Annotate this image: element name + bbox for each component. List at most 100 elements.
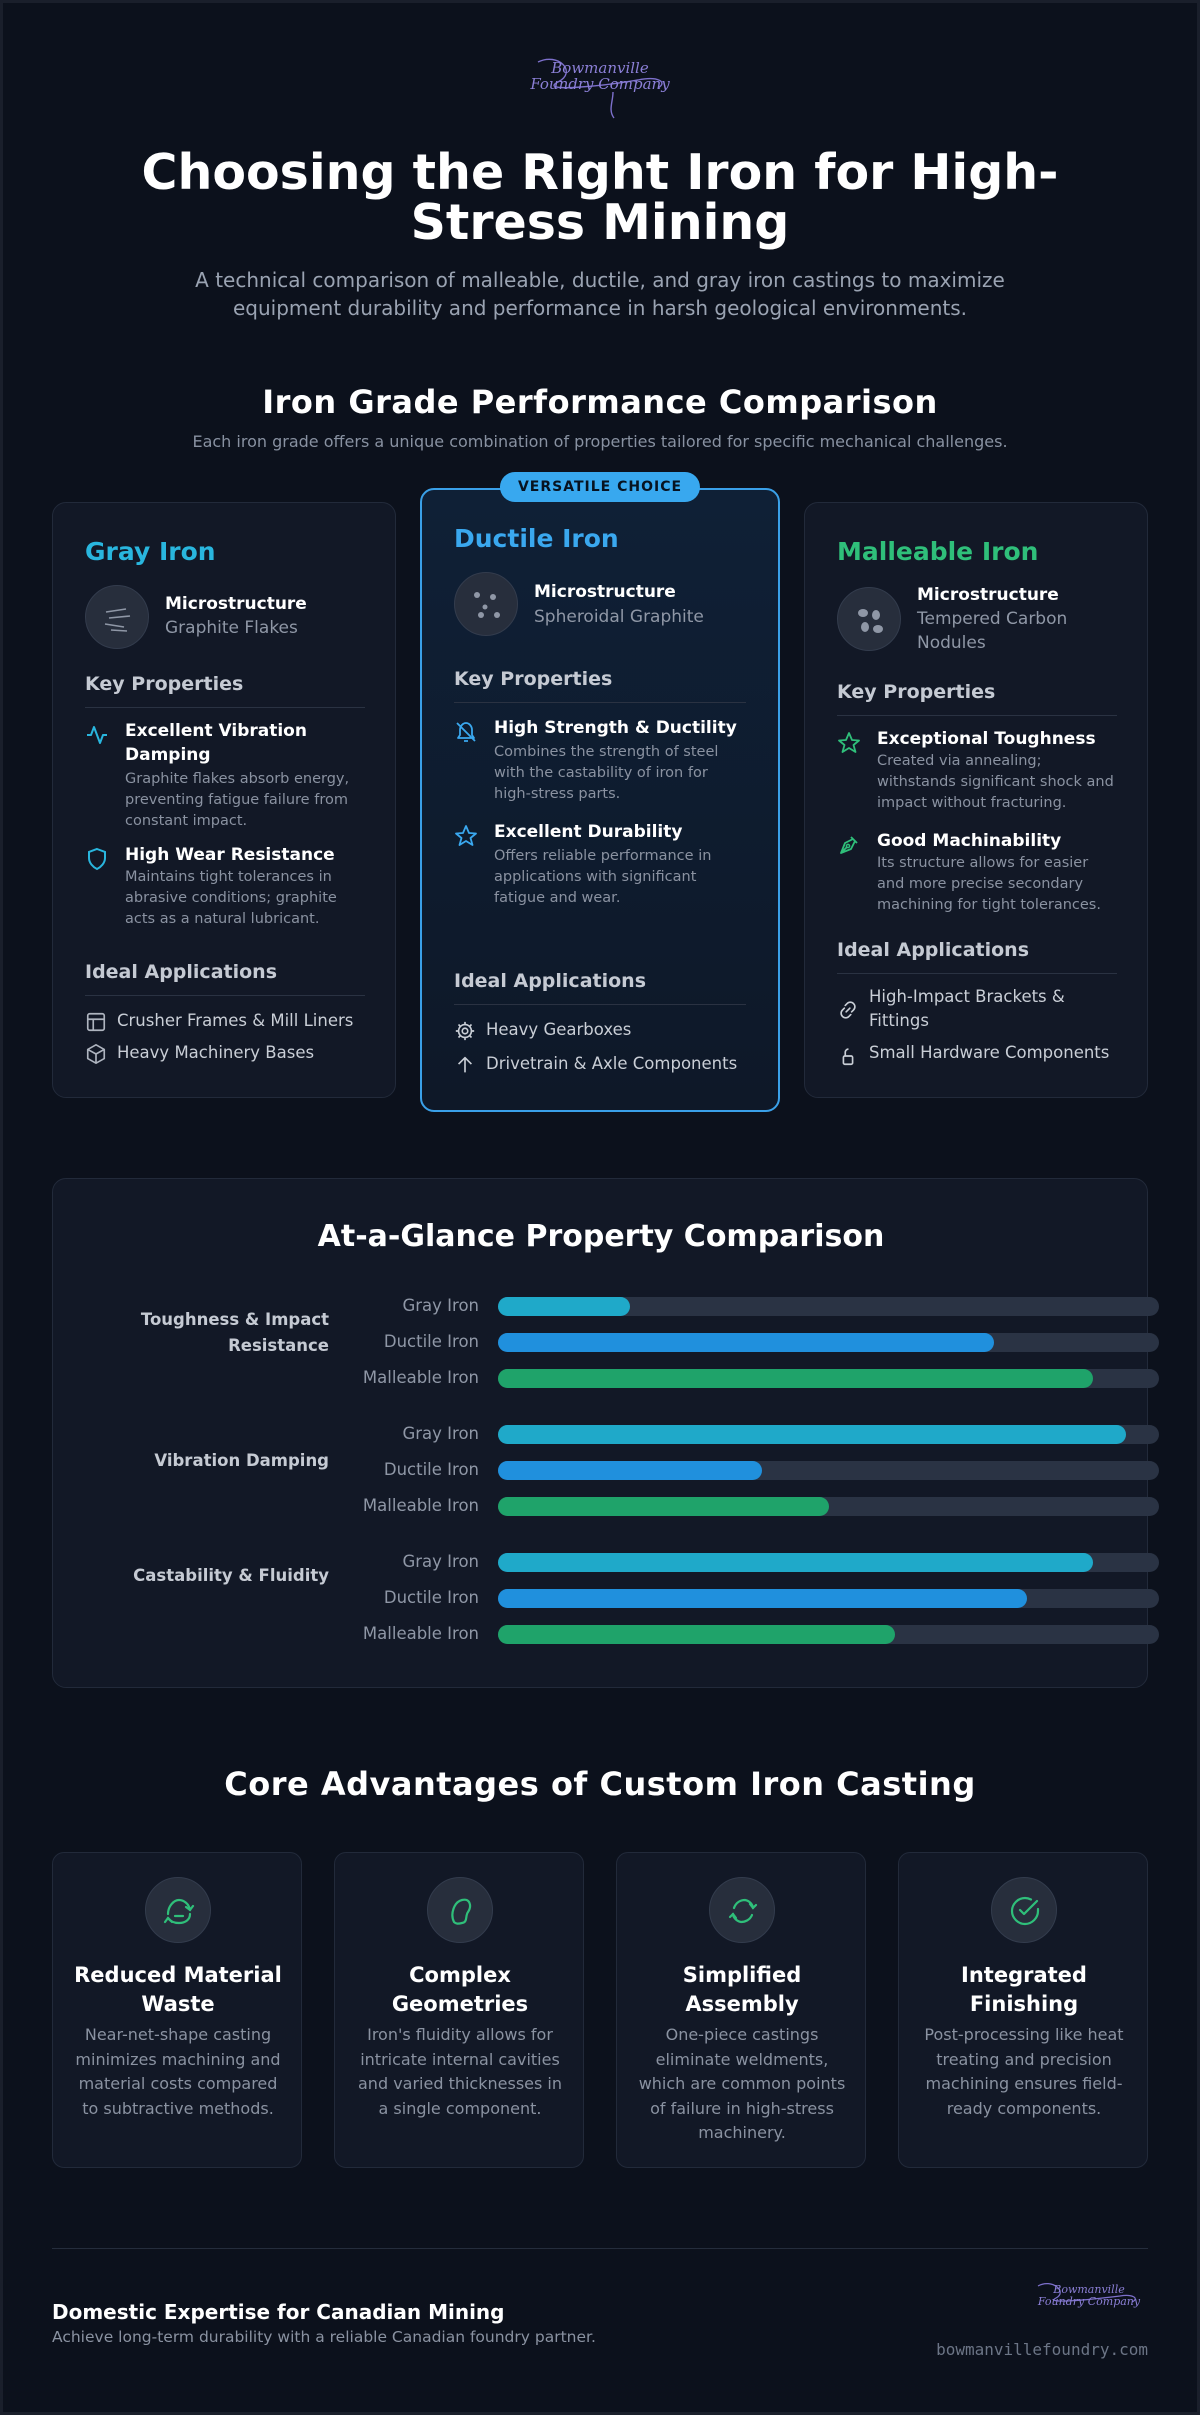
- bar-fill: [498, 1297, 631, 1316]
- divider: [454, 702, 746, 703]
- star-icon: [455, 825, 477, 846]
- applications-heading: Ideal Applications: [85, 961, 278, 983]
- card-title: Ductile Iron: [454, 524, 619, 553]
- bar-track: [498, 1333, 1159, 1352]
- bar-series-label: Gray Iron: [402, 1552, 479, 1571]
- footer-logo-text: Bowmanville Foundry Company: [1037, 2283, 1141, 2308]
- bar-track: [498, 1425, 1159, 1444]
- comparison-subtitle: Each iron grade offers a unique combinat…: [192, 432, 1008, 451]
- microstructure-value: Tempered Carbon Nodules: [917, 609, 1068, 653]
- bar-series-label: Gray Iron: [402, 1424, 479, 1443]
- key-properties-heading: Key Properties: [454, 668, 613, 690]
- key-properties-heading: Key Properties: [837, 681, 996, 703]
- arrow-up-icon: [457, 1056, 473, 1073]
- bar-track: [498, 1369, 1159, 1388]
- bar-series-label: Ductile Iron: [383, 1332, 479, 1351]
- versatile-badge: VERSATILE CHOICE: [499, 472, 701, 502]
- pen-tool-icon: [840, 836, 858, 854]
- divider: [85, 707, 365, 708]
- check-circle-icon: [991, 1877, 1057, 1943]
- divider: [837, 715, 1117, 716]
- microstructure-value: Graphite Flakes: [165, 618, 298, 638]
- property-title: Excellent Vibration Damping: [125, 721, 307, 765]
- microstructure-icon: [454, 572, 518, 636]
- shape-icon: [427, 1877, 493, 1943]
- advantage-title: Reduced Material Waste: [74, 1963, 282, 2016]
- card-malleable-iron: Malleable Iron Microstructure Tempered C…: [804, 502, 1148, 1098]
- star-icon: [838, 732, 860, 753]
- link-icon: [840, 1001, 856, 1019]
- bar-series-label: Malleable Iron: [362, 1496, 479, 1515]
- property-title: Exceptional Toughness: [877, 729, 1096, 749]
- advantages-title: Core Advantages of Custom Iron Casting: [224, 1765, 976, 1803]
- application-item: Small Hardware Components: [869, 1043, 1110, 1062]
- footer-divider: [52, 2248, 1148, 2249]
- advantage-desc: Iron's fluidity allows for intricate int…: [358, 2025, 562, 2118]
- footer-url[interactable]: bowmanvillefoundry.com: [936, 2340, 1148, 2359]
- bar-fill: [498, 1589, 1027, 1608]
- application-item: Crusher Frames & Mill Liners: [117, 1011, 354, 1030]
- comparison-title: Iron Grade Performance Comparison: [262, 383, 938, 421]
- bell-off-icon: [456, 722, 476, 742]
- property-desc: Combines the strength of steel with the …: [494, 744, 719, 802]
- bar-track: [498, 1497, 1159, 1516]
- layout-icon: [86, 1012, 106, 1032]
- foundry-logo: [537, 58, 663, 119]
- card-title: Gray Iron: [85, 537, 216, 566]
- footer-title: Domestic Expertise for Canadian Mining: [52, 2300, 505, 2324]
- application-item: High-Impact Brackets & Fittings: [869, 987, 1065, 1030]
- property-desc: Offers reliable performance in applicati…: [494, 848, 712, 906]
- bar-series-label: Ductile Iron: [383, 1460, 479, 1479]
- divider: [837, 973, 1117, 974]
- advantage-card: Reduced Material Waste Near-net-shape ca…: [52, 1852, 302, 2168]
- microstructure-icon: [837, 587, 901, 651]
- logo-text: Bowmanville Foundry Company: [530, 59, 670, 93]
- card-ductile-iron: VERSATILE CHOICE Ductile Iron Microstruc…: [420, 472, 780, 1112]
- property-title: Good Machinability: [877, 831, 1062, 851]
- application-item: Heavy Machinery Bases: [117, 1043, 315, 1062]
- bar-track: [498, 1297, 1159, 1316]
- microstructure-icon: [85, 585, 149, 649]
- property-comparison-panel: At-a-Glance Property Comparison Toughnes…: [52, 1178, 1159, 1688]
- property-desc: Created via annealing; withstands signif…: [877, 753, 1114, 811]
- cycle-icon: [709, 1877, 775, 1943]
- footer-subtitle: Achieve long-term durability with a reli…: [52, 2328, 596, 2346]
- lock-icon: [842, 1048, 854, 1066]
- microstructure-value: Spheroidal Graphite: [534, 607, 704, 627]
- applications-heading: Ideal Applications: [837, 939, 1030, 961]
- advantage-title: Simplified Assembly: [682, 1963, 802, 2016]
- bar-fill: [498, 1425, 1126, 1444]
- application-item: Heavy Gearboxes: [486, 1020, 632, 1039]
- page-title: Choosing the Right Iron for High-Stress …: [141, 144, 1059, 251]
- advantage-desc: One-piece castings eliminate weldments, …: [638, 2025, 846, 2142]
- bar-series-label: Gray Iron: [402, 1296, 479, 1315]
- bar-fill: [498, 1369, 1093, 1388]
- property-title: Excellent Durability: [494, 822, 683, 842]
- card-title: Malleable Iron: [837, 537, 1039, 566]
- advantage-card: Integrated Finishing Post-processing lik…: [898, 1852, 1148, 2168]
- bar-track: [498, 1461, 1159, 1480]
- applications-heading: Ideal Applications: [454, 970, 647, 992]
- advantage-card: Simplified Assembly One-piece castings e…: [616, 1852, 866, 2168]
- bar-series-label: Malleable Iron: [362, 1368, 479, 1387]
- microstructure-label: Microstructure: [165, 594, 307, 614]
- bar-track: [498, 1553, 1159, 1572]
- bar-fill: [498, 1333, 994, 1352]
- footer-logo: [1037, 2283, 1136, 2303]
- bar-track: [498, 1589, 1159, 1608]
- property-title: High Wear Resistance: [125, 845, 335, 865]
- bar-fill: [498, 1461, 763, 1480]
- advantage-title: Complex Geometries: [391, 1963, 529, 2016]
- card-gray-iron: Gray Iron Microstructure Graphite Flakes…: [52, 502, 396, 1098]
- property-desc: Graphite flakes absorb energy, preventin…: [125, 771, 350, 829]
- key-properties-heading: Key Properties: [85, 673, 244, 695]
- microstructure-label: Microstructure: [534, 582, 676, 602]
- bar-group-label: Toughness & Impact Resistance: [140, 1310, 329, 1355]
- page-subtitle: A technical comparison of malleable, duc…: [195, 268, 1005, 320]
- activity-icon: [87, 726, 107, 744]
- property-desc: Maintains tight tolerances in abrasive c…: [125, 869, 337, 927]
- bar-series-label: Ductile Iron: [383, 1588, 479, 1607]
- shield-icon: [88, 847, 106, 871]
- divider: [85, 995, 365, 996]
- property-title: High Strength & Ductility: [494, 718, 737, 738]
